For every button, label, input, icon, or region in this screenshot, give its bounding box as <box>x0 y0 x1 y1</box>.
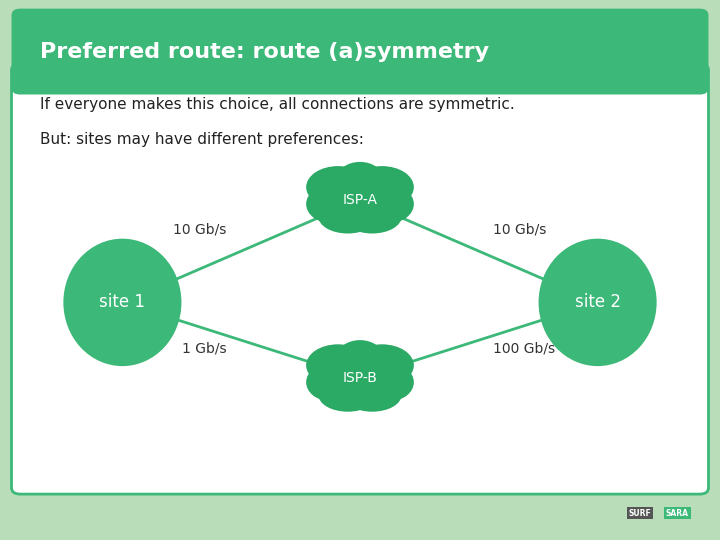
Ellipse shape <box>63 239 181 366</box>
Text: SARA: SARA <box>666 509 689 517</box>
Ellipse shape <box>311 347 409 409</box>
Ellipse shape <box>306 185 355 223</box>
Ellipse shape <box>318 200 377 233</box>
Text: 100 Gb/s: 100 Gb/s <box>493 341 555 355</box>
Ellipse shape <box>350 345 414 387</box>
Ellipse shape <box>343 200 402 233</box>
Text: Preferred route: route (a)symmetry: Preferred route: route (a)symmetry <box>40 42 489 62</box>
Text: 10 Gb/s: 10 Gb/s <box>174 222 227 237</box>
Text: 10 Gb/s: 10 Gb/s <box>493 222 546 237</box>
FancyBboxPatch shape <box>12 9 708 94</box>
Ellipse shape <box>306 345 370 387</box>
Ellipse shape <box>539 239 657 366</box>
Text: site 2: site 2 <box>575 293 621 312</box>
Text: If everyone makes this choice, all connections are symmetric.: If everyone makes this choice, all conne… <box>40 97 514 112</box>
Ellipse shape <box>306 363 355 401</box>
FancyBboxPatch shape <box>12 487 708 531</box>
Text: SURF: SURF <box>629 509 652 517</box>
Text: 1 Gb/s: 1 Gb/s <box>182 341 227 355</box>
Ellipse shape <box>311 168 409 231</box>
Ellipse shape <box>336 162 384 200</box>
Ellipse shape <box>336 340 384 378</box>
FancyBboxPatch shape <box>12 64 708 494</box>
Ellipse shape <box>306 166 370 208</box>
Ellipse shape <box>350 166 414 208</box>
Ellipse shape <box>318 378 377 411</box>
Text: But: sites may have different preferences:: But: sites may have different preference… <box>40 132 364 147</box>
Ellipse shape <box>343 378 402 411</box>
Ellipse shape <box>365 363 414 401</box>
Text: ISP-A: ISP-A <box>343 193 377 207</box>
Text: ISP-B: ISP-B <box>343 371 377 385</box>
Ellipse shape <box>365 185 414 223</box>
Text: site 1: site 1 <box>99 293 145 312</box>
